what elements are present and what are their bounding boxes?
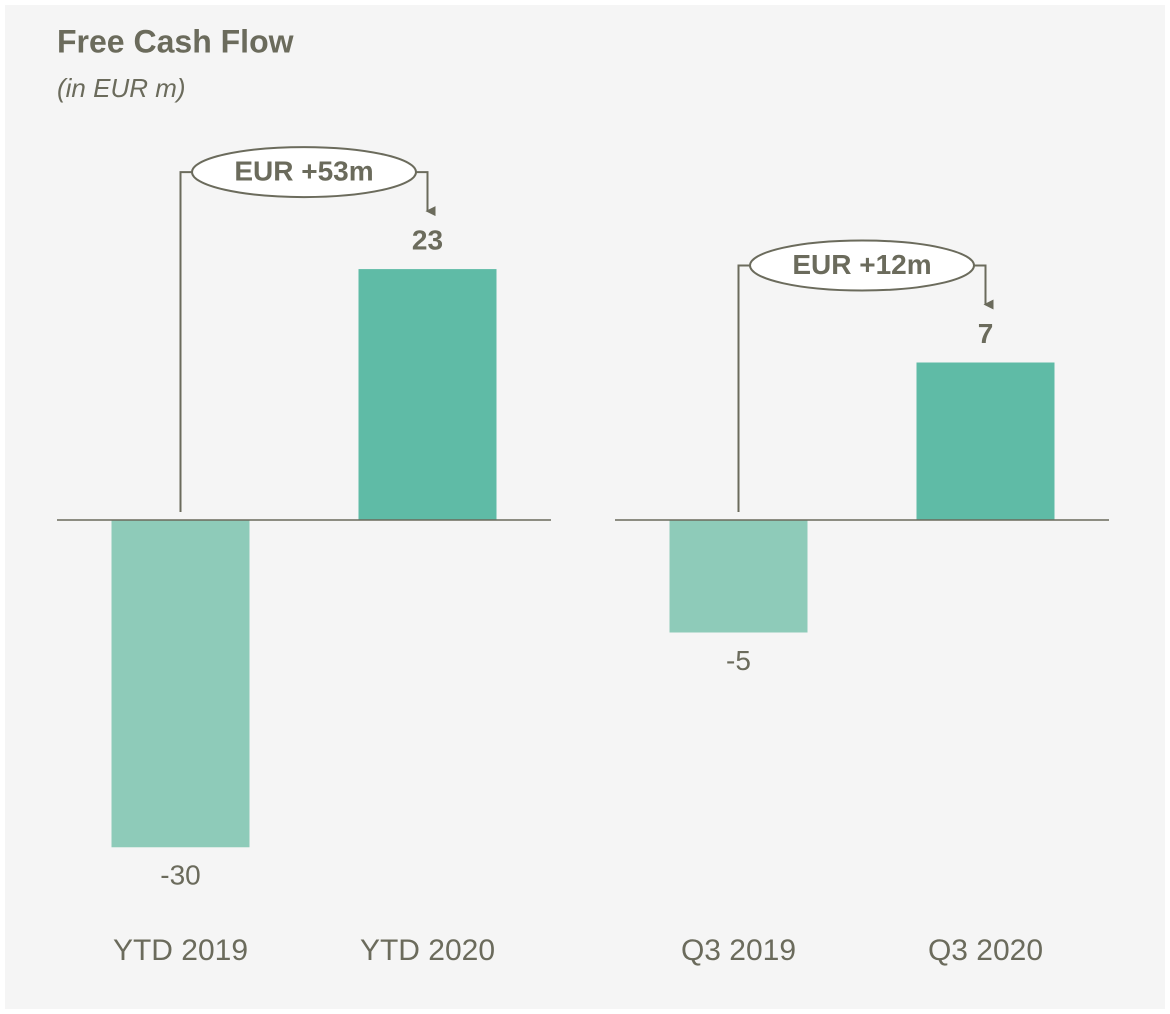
- bar: [358, 269, 497, 520]
- bracket: [179, 171, 192, 512]
- x-tick-label: Q3 2019: [681, 934, 796, 967]
- x-tick-label: YTD 2019: [113, 934, 248, 967]
- bar: [111, 520, 250, 848]
- bar: [916, 362, 1055, 520]
- x-tick-label: YTD 2020: [360, 934, 495, 967]
- value-label: 23: [412, 224, 443, 255]
- bracket-arrow: [974, 264, 994, 310]
- bar: [669, 520, 808, 633]
- value-label: 7: [978, 318, 994, 349]
- annotation: EUR +12m: [792, 249, 931, 280]
- value-label: -30: [160, 860, 200, 891]
- chart-title: Free Cash Flow: [57, 23, 294, 59]
- annotation: EUR +53m: [234, 155, 373, 186]
- annotation-oval: [749, 239, 975, 292]
- x-tick-label: Q3 2020: [928, 934, 1043, 967]
- value-label: -5: [726, 645, 751, 676]
- annotation-oval: [191, 146, 417, 199]
- bracket: [737, 264, 750, 512]
- chart-subtitle: (in EUR m): [57, 73, 186, 103]
- bracket-arrow: [416, 171, 436, 217]
